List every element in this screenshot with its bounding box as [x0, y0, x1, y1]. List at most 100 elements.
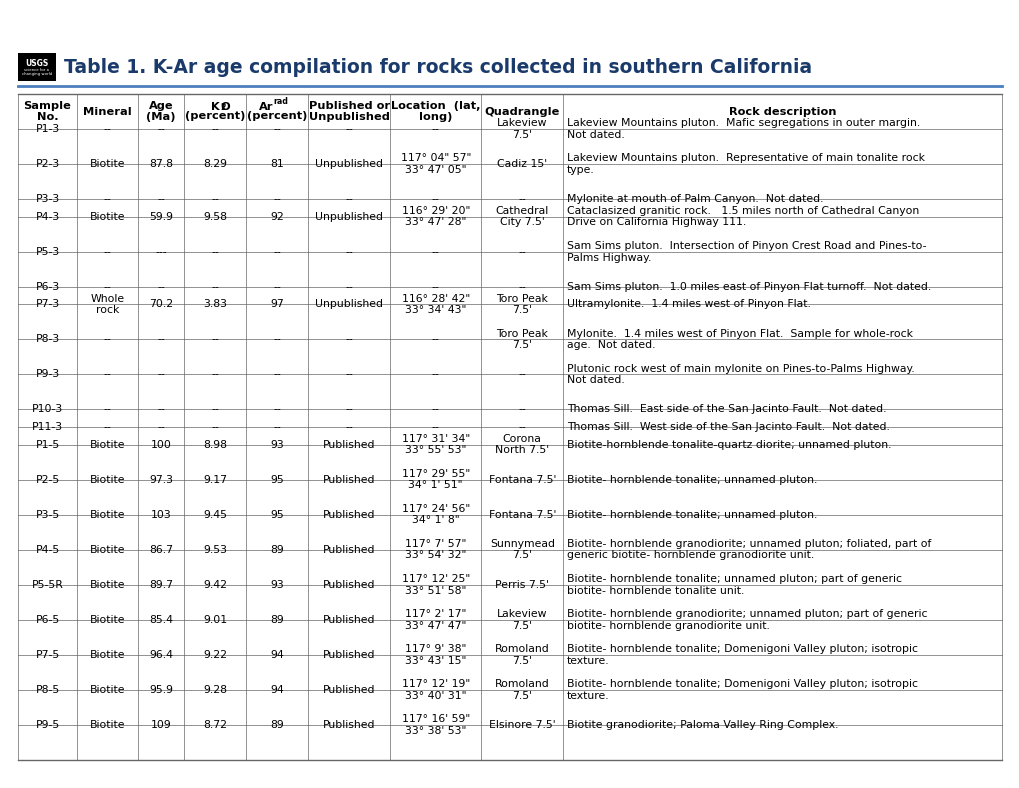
Text: Toro Peak
7.5': Toro Peak 7.5'	[496, 293, 547, 315]
Text: --: --	[157, 194, 165, 204]
Text: --: --	[344, 247, 353, 257]
Text: P3-3: P3-3	[36, 194, 59, 204]
Text: 89: 89	[270, 720, 284, 730]
Text: --: --	[431, 422, 439, 432]
Text: --: --	[211, 282, 219, 292]
Text: --: --	[104, 282, 111, 292]
Text: Biotite- hornblende tonalite; unnamed pluton.: Biotite- hornblende tonalite; unnamed pl…	[567, 474, 816, 485]
Text: Biotite- hornblende tonalite; Domenigoni Valley pluton; isotropic
texture.: Biotite- hornblende tonalite; Domenigoni…	[567, 679, 917, 701]
Text: 117° 12' 25"
33° 51' 58": 117° 12' 25" 33° 51' 58"	[401, 574, 470, 596]
Text: Published: Published	[323, 720, 375, 730]
Text: P7-3: P7-3	[36, 299, 59, 310]
Text: Biotite-hornblende tonalite-quartz diorite; unnamed pluton.: Biotite-hornblende tonalite-quartz diori…	[567, 440, 891, 449]
Text: Thomas Sill.  East side of the San Jacinto Fault.  Not dated.: Thomas Sill. East side of the San Jacint…	[567, 404, 886, 414]
Text: rad: rad	[273, 97, 288, 106]
Text: O: O	[220, 102, 230, 112]
Text: 116° 28' 42"
33° 34' 43": 116° 28' 42" 33° 34' 43"	[401, 293, 470, 315]
Text: P6-5: P6-5	[36, 615, 59, 625]
Text: 3.83: 3.83	[203, 299, 227, 310]
Text: 85.4: 85.4	[149, 615, 173, 625]
Text: 116° 29' 20"
33° 47' 28": 116° 29' 20" 33° 47' 28"	[401, 206, 470, 228]
Text: --: --	[518, 194, 526, 204]
Text: Biotite: Biotite	[90, 510, 125, 519]
Text: --: --	[104, 334, 111, 344]
Text: Biotite: Biotite	[90, 685, 125, 695]
Text: --: --	[211, 370, 219, 379]
Text: Biotite- hornblende tonalite; unnamed pluton; part of generic
biotite- hornblend: Biotite- hornblende tonalite; unnamed pl…	[567, 574, 901, 596]
Text: 95.9: 95.9	[149, 685, 173, 695]
Text: --: --	[344, 404, 353, 414]
Text: Quadrangle: Quadrangle	[484, 106, 559, 117]
Text: --: --	[211, 124, 219, 134]
Text: 81: 81	[270, 159, 284, 169]
Text: --: --	[518, 422, 526, 432]
Text: 8.98: 8.98	[203, 440, 227, 449]
Text: 100: 100	[151, 440, 171, 449]
Text: Rock description: Rock description	[729, 106, 836, 117]
Text: science for a
changing world: science for a changing world	[21, 68, 52, 76]
Text: --: --	[211, 422, 219, 432]
Text: Whole
rock: Whole rock	[91, 293, 124, 315]
Text: P11-3: P11-3	[32, 422, 63, 432]
Text: P9-5: P9-5	[36, 720, 59, 730]
Text: --: --	[211, 247, 219, 257]
Text: Published or
Unpublished: Published or Unpublished	[309, 101, 389, 122]
Text: 9.53: 9.53	[203, 545, 227, 555]
Text: 117° 29' 55"
34° 1' 51": 117° 29' 55" 34° 1' 51"	[401, 469, 470, 490]
Text: --: --	[273, 334, 281, 344]
Text: --: --	[273, 370, 281, 379]
Text: P8-5: P8-5	[36, 685, 59, 695]
Text: 9.58: 9.58	[203, 212, 227, 221]
Text: Unpublished: Unpublished	[315, 159, 383, 169]
Text: Elsinore 7.5': Elsinore 7.5'	[488, 720, 555, 730]
Text: P5-5R: P5-5R	[32, 580, 63, 589]
Text: 117° 7' 57"
33° 54' 32": 117° 7' 57" 33° 54' 32"	[405, 539, 466, 560]
Text: --: --	[273, 422, 281, 432]
Text: Sam Sims pluton.  Intersection of Pinyon Crest Road and Pines-to-
Palms Highway.: Sam Sims pluton. Intersection of Pinyon …	[567, 241, 925, 262]
Text: 96.4: 96.4	[149, 650, 173, 660]
Text: 87.8: 87.8	[149, 159, 173, 169]
Text: Published: Published	[323, 615, 375, 625]
Text: --: --	[273, 282, 281, 292]
Text: P1-5: P1-5	[36, 440, 59, 449]
Text: 86.7: 86.7	[149, 545, 173, 555]
Text: P7-5: P7-5	[36, 650, 59, 660]
Text: Lakeview Mountains pluton.  Representative of main tonalite rock
type.: Lakeview Mountains pluton. Representativ…	[567, 154, 924, 175]
Text: Age
(Ma): Age (Ma)	[147, 101, 175, 122]
Text: P9-3: P9-3	[36, 370, 59, 379]
Text: Published: Published	[323, 474, 375, 485]
Text: Biotite- hornblende granodiorite; unnamed pluton; part of generic
biotite- hornb: Biotite- hornblende granodiorite; unname…	[567, 609, 926, 630]
Text: Lakeview
7.5': Lakeview 7.5'	[496, 609, 547, 630]
Text: Mylonite.  1.4 miles west of Pinyon Flat.  Sample for whole-rock
age.  Not dated: Mylonite. 1.4 miles west of Pinyon Flat.…	[567, 329, 912, 350]
Text: Corona
North 7.5': Corona North 7.5'	[495, 433, 549, 455]
Text: Location  (lat,
long): Location (lat, long)	[390, 101, 480, 122]
Text: P10-3: P10-3	[32, 404, 63, 414]
Text: Biotite: Biotite	[90, 440, 125, 449]
Text: P3-5: P3-5	[36, 510, 59, 519]
Text: --: --	[431, 124, 439, 134]
Text: --: --	[518, 247, 526, 257]
Text: Biotite granodiorite; Paloma Valley Ring Complex.: Biotite granodiorite; Paloma Valley Ring…	[567, 720, 838, 730]
Text: --: --	[211, 404, 219, 414]
Text: --: --	[431, 334, 439, 344]
Text: P6-3: P6-3	[36, 282, 59, 292]
Text: P2-3: P2-3	[36, 159, 59, 169]
Text: P4-3: P4-3	[36, 212, 59, 221]
Text: 8.72: 8.72	[203, 720, 227, 730]
Text: Published: Published	[323, 440, 375, 449]
Text: Table 1. K-Ar age compilation for rocks collected in southern California: Table 1. K-Ar age compilation for rocks …	[64, 58, 811, 76]
Text: --: --	[344, 334, 353, 344]
Text: Sunnymead
7.5': Sunnymead 7.5'	[489, 539, 554, 560]
Text: Published: Published	[323, 685, 375, 695]
Text: Biotite: Biotite	[90, 720, 125, 730]
Text: --: --	[157, 282, 165, 292]
Text: Perris 7.5': Perris 7.5'	[495, 580, 548, 589]
Text: Biotite: Biotite	[90, 580, 125, 589]
Text: --: --	[344, 194, 353, 204]
Text: 95: 95	[270, 510, 284, 519]
Text: P4-5: P4-5	[36, 545, 59, 555]
Text: 117° 31' 34"
33° 55' 53": 117° 31' 34" 33° 55' 53"	[401, 433, 470, 455]
Text: 94: 94	[270, 650, 284, 660]
Text: --: --	[431, 247, 439, 257]
Text: --: --	[344, 422, 353, 432]
